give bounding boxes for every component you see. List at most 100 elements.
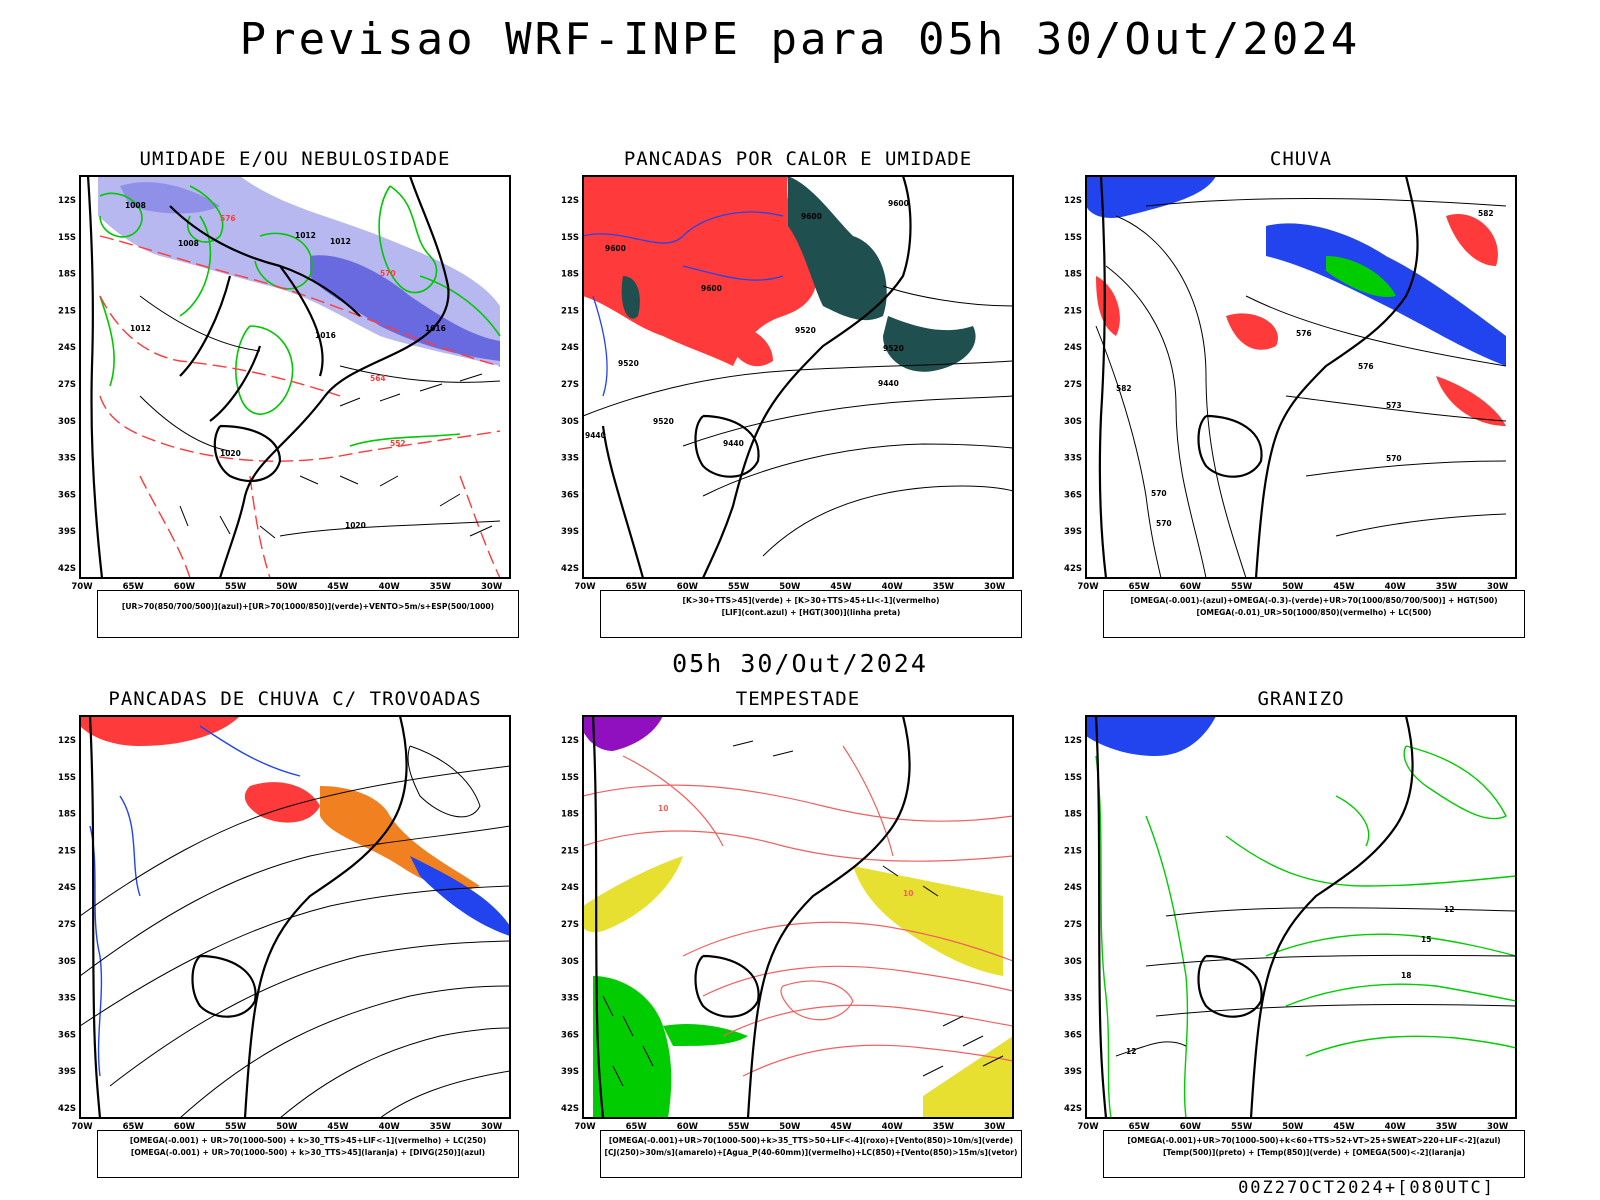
lat-tick-label: 33S — [561, 454, 579, 464]
lat-tick-label: 12S — [1064, 196, 1082, 206]
lon-tick-label: 70W — [1077, 1122, 1099, 1132]
contour-label: 570 — [1386, 454, 1402, 463]
legend-line: [OMEGA(-0.001) + UR>70(1000-500) + k>30_… — [130, 1148, 486, 1157]
coastline — [1098, 175, 1419, 579]
lon-tick-label: 30W — [1487, 1122, 1509, 1132]
lon-tick-label: 35W — [933, 1122, 955, 1132]
wind-vectors — [602, 740, 1004, 1087]
map-frame — [79, 175, 511, 579]
contour-label: 12 — [1444, 905, 1454, 914]
lon-tick-label: 65W — [626, 582, 648, 592]
thunder-red-north — [80, 716, 240, 746]
lon-tick-label: 40W — [1385, 1122, 1407, 1132]
map-umidade: 1008 1008 1012 1012 1012 1016 1016 1020 … — [58, 175, 511, 592]
instability-teal-east — [883, 316, 976, 372]
lon-tick-label: 50W — [276, 582, 298, 592]
omega-green-region — [1326, 256, 1396, 297]
contour-label: 573 — [1386, 401, 1402, 410]
lat-tick-label: 18S — [561, 270, 579, 280]
lat-tick-label: 42S — [58, 1104, 76, 1114]
map-pancadas-calor: 9600 9600 9600 9600 9520 9520 9520 9520 … — [561, 175, 1014, 592]
lat-tick-label: 12S — [58, 196, 76, 206]
coastline — [86, 175, 450, 579]
lif-contours — [582, 211, 784, 397]
contour-label: 564 — [370, 374, 386, 383]
lat-tick-label: 42S — [1064, 564, 1082, 574]
shading-fields — [98, 176, 500, 366]
lon-tick-label: 60W — [677, 582, 699, 592]
instability-teal-west — [621, 276, 640, 319]
lon-tick-label: 35W — [430, 582, 452, 592]
contour-label: 9600 — [605, 244, 626, 253]
lat-tick-label: 30S — [58, 957, 76, 967]
contour-label: 576 — [220, 214, 236, 223]
lat-tick-label: 24S — [1064, 883, 1082, 893]
lat-tick-label: 24S — [1064, 343, 1082, 353]
lon-tick-label: 65W — [626, 1122, 648, 1132]
lat-tick-label: 33S — [58, 994, 76, 1004]
panel-title: TEMPESTADE — [735, 688, 861, 710]
panel-trovoadas: PANCADAS DE CHUVA C/ TROVOADAS 12S 15S 18S… — [58, 688, 519, 1178]
hail-blue-region — [1086, 716, 1216, 756]
instability-red-region — [583, 176, 817, 366]
contour-label: 9520 — [883, 344, 904, 353]
forecast-run-label: 00Z27OCT2024+[080UTC] — [1238, 1178, 1495, 1198]
contour-label: 9520 — [795, 326, 816, 335]
lon-tick-label: 45W — [327, 1122, 349, 1132]
contour-label: 9600 — [701, 284, 722, 293]
lon-tick-label: 70W — [574, 582, 596, 592]
legend-line: [Temp(500)](preto) + [Temp(850)](verde) … — [1162, 1148, 1466, 1157]
lat-tick-label: 21S — [58, 846, 76, 856]
lat-tick-label: 36S — [561, 490, 579, 500]
contour-label: 552 — [390, 439, 406, 448]
map-tempestade: 10 10 12S 15S 18S 21S 24S 27S 30S 33S 36S 39S 42S 7… — [561, 715, 1014, 1132]
lon-tick-label: 30W — [984, 1122, 1006, 1132]
lon-tick-label: 40W — [882, 1122, 904, 1132]
lon-tick-label: 45W — [830, 1122, 852, 1132]
lon-tick-label: 55W — [728, 582, 750, 592]
contour-label: 576 — [1296, 329, 1312, 338]
lon-tick-label: 35W — [933, 582, 955, 592]
wind-green-strip — [663, 1024, 748, 1046]
map-frame — [582, 715, 1014, 1119]
contour-label: 1012 — [330, 237, 351, 246]
lon-tick-label: 40W — [882, 582, 904, 592]
lat-tick-label: 12S — [58, 736, 76, 746]
contour-label: 9520 — [653, 417, 674, 426]
contour-label: 1020 — [220, 449, 241, 458]
lat-tick-label: 15S — [1064, 233, 1082, 243]
instability-teal-region — [788, 176, 887, 321]
height-contours — [1095, 198, 1507, 579]
lat-tick-label: 30S — [1064, 957, 1082, 967]
lat-tick-label: 33S — [1064, 994, 1082, 1004]
lon-tick-label: 70W — [1077, 582, 1099, 592]
lon-tick-label: 55W — [225, 1122, 247, 1132]
panel-title: CHUVA — [1269, 148, 1333, 170]
legend-line: [OMEGA(-0.001) + UR>70(1000-500) + k>30_… — [129, 1136, 487, 1145]
main-title: Previsao WRF-INPE para 05h 30/Out/2024 — [239, 14, 1361, 65]
lat-tick-label: 39S — [561, 1067, 579, 1077]
lat-tick-label: 18S — [58, 270, 76, 280]
lon-tick-label: 30W — [984, 582, 1006, 592]
legend-pancadas-calor: [K>30+TTS>45](verde) + [K>30+TTS>45+LI<-… — [600, 590, 1022, 638]
contour-label: 9600 — [888, 199, 909, 208]
map-frame — [79, 715, 511, 1119]
thunder-red-region — [244, 782, 320, 823]
panel-title: UMIDADE E/OU NEBULOSIDADE — [139, 148, 451, 170]
lat-tick-label: 15S — [58, 233, 76, 243]
lat-tick-label: 36S — [561, 1030, 579, 1040]
panel-granizo: GRANIZO 12 15 18 12 1 — [1064, 688, 1525, 1178]
jet-yellow-east — [853, 866, 1003, 976]
lat-tick-label: 21S — [561, 846, 579, 856]
lon-tick-label: 50W — [1282, 1122, 1304, 1132]
lat-tick-label: 39S — [58, 527, 76, 537]
contour-label: 9440 — [585, 431, 606, 440]
panel-umidade: UMIDADE E/OU NEBULOSIDADE — [58, 148, 519, 638]
lon-tick-label: 60W — [1180, 1122, 1202, 1132]
contour-label: 1012 — [295, 231, 316, 240]
lat-tick-label: 27S — [1064, 920, 1082, 930]
contour-label: 1016 — [425, 324, 446, 333]
legend-line: [CJ(250)>30m/s](amarelo)+[Agua_P(40-60mm… — [604, 1148, 1018, 1157]
contour-labels: 1008 1008 1012 1012 1012 1016 1016 1020 … — [125, 201, 446, 530]
contour-labels: 582 576 576 573 570 570 570 582 — [1116, 209, 1494, 528]
